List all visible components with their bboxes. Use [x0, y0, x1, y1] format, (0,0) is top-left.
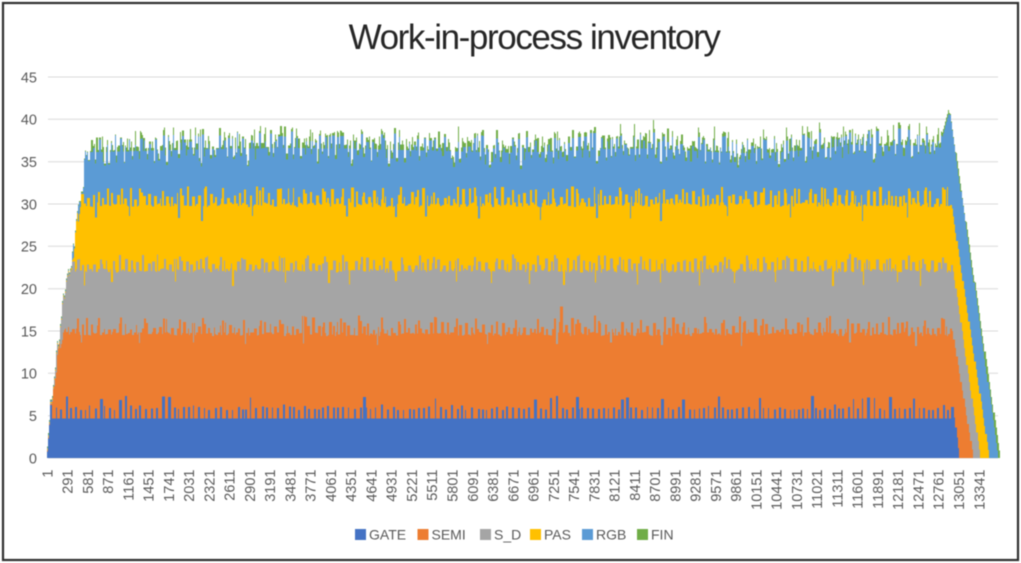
svg-text:4061: 4061	[324, 470, 340, 502]
svg-text:6091: 6091	[466, 470, 482, 502]
svg-text:11891: 11891	[871, 470, 887, 509]
svg-text:PAS: PAS	[544, 527, 571, 543]
svg-text:4931: 4931	[385, 470, 401, 502]
svg-text:7251: 7251	[547, 470, 563, 502]
svg-text:12181: 12181	[891, 470, 907, 510]
svg-text:10441: 10441	[770, 470, 786, 510]
svg-text:5221: 5221	[405, 470, 421, 502]
svg-text:4351: 4351	[344, 470, 360, 502]
svg-text:5511: 5511	[425, 470, 441, 501]
svg-text:581: 581	[81, 470, 97, 494]
svg-text:9571: 9571	[709, 470, 725, 502]
svg-text:10: 10	[21, 367, 37, 383]
svg-text:871: 871	[101, 470, 117, 494]
svg-text:2901: 2901	[243, 470, 259, 502]
svg-text:6961: 6961	[527, 470, 543, 502]
svg-text:1: 1	[40, 470, 56, 478]
svg-text:25: 25	[21, 240, 37, 256]
svg-text:2611: 2611	[223, 470, 239, 501]
svg-text:2321: 2321	[202, 470, 218, 502]
svg-text:11311: 11311	[830, 470, 846, 508]
svg-text:11021: 11021	[810, 470, 826, 509]
svg-text:8121: 8121	[608, 470, 624, 502]
svg-text:11601: 11601	[851, 470, 867, 509]
svg-text:Work-in-process inventory: Work-in-process inventory	[349, 18, 722, 57]
svg-text:7831: 7831	[587, 470, 603, 502]
svg-text:12761: 12761	[932, 470, 948, 510]
svg-text:1161: 1161	[121, 470, 137, 501]
svg-text:13341: 13341	[972, 470, 988, 510]
svg-text:8991: 8991	[668, 470, 684, 502]
svg-text:15: 15	[21, 324, 37, 340]
svg-text:GATE: GATE	[369, 527, 406, 543]
svg-text:20: 20	[21, 282, 37, 298]
svg-text:RGB: RGB	[596, 527, 626, 543]
svg-text:4641: 4641	[365, 470, 381, 502]
svg-text:2031: 2031	[182, 470, 198, 502]
svg-text:13051: 13051	[952, 470, 968, 510]
svg-text:5801: 5801	[446, 470, 462, 502]
svg-text:10731: 10731	[790, 470, 806, 510]
svg-text:12471: 12471	[912, 470, 928, 510]
svg-text:3191: 3191	[263, 470, 279, 502]
svg-text:3481: 3481	[283, 470, 299, 502]
svg-text:30: 30	[21, 197, 37, 213]
svg-text:8701: 8701	[648, 470, 664, 502]
svg-text:8411: 8411	[628, 470, 644, 501]
svg-text:1741: 1741	[162, 470, 178, 502]
svg-text:5: 5	[29, 409, 37, 425]
svg-text:6381: 6381	[486, 470, 502, 502]
svg-text:S_D: S_D	[494, 527, 521, 543]
svg-text:0: 0	[29, 451, 37, 467]
svg-text:3771: 3771	[304, 470, 320, 502]
svg-text:9861: 9861	[729, 470, 745, 502]
svg-text:40: 40	[21, 113, 37, 129]
svg-text:1451: 1451	[142, 470, 158, 502]
svg-text:FIN: FIN	[651, 527, 674, 543]
svg-text:6671: 6671	[506, 470, 522, 502]
svg-text:SEMI: SEMI	[432, 527, 466, 543]
svg-text:35: 35	[21, 155, 37, 171]
svg-text:9281: 9281	[689, 470, 705, 502]
svg-text:10151: 10151	[749, 470, 765, 510]
svg-text:45: 45	[21, 70, 37, 86]
svg-text:291: 291	[61, 470, 77, 494]
svg-text:7541: 7541	[567, 470, 583, 502]
